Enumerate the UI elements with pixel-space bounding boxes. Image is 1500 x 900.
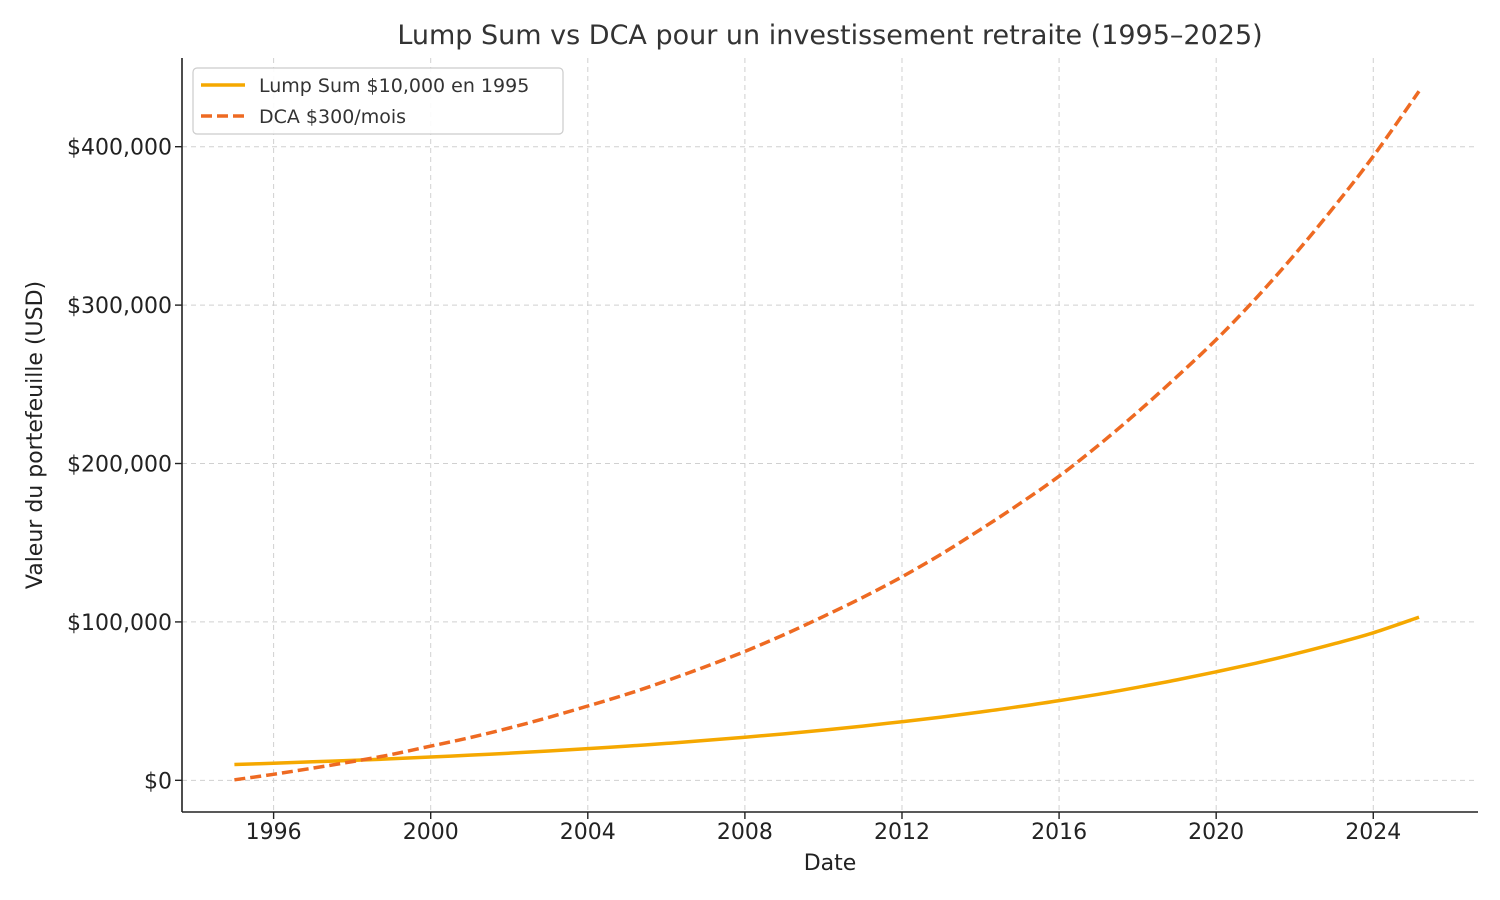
- x-tick-label: 2024: [1345, 820, 1401, 845]
- chart-title: Lump Sum vs DCA pour un investissement r…: [397, 20, 1262, 51]
- y-gridlines: [182, 146, 1478, 781]
- x-tick-label: 1996: [246, 820, 302, 845]
- legend-box: [192, 67, 564, 135]
- x-gridlines: [273, 58, 1374, 812]
- legend-label-lump-sum: Lump Sum $10,000 en 1995: [259, 75, 529, 97]
- legend-label-dca: DCA $300/mois: [259, 106, 406, 128]
- series-line-dca: [234, 90, 1421, 782]
- x-axis-label: Date: [804, 851, 857, 876]
- y-tick-label: $200,000: [67, 453, 172, 478]
- x-tick-label: 2016: [1031, 820, 1087, 845]
- x-tick-label: 2008: [717, 820, 773, 845]
- x-tick-label: 2004: [560, 820, 616, 845]
- x-tick-label: 2000: [403, 820, 459, 845]
- series-lines: [234, 90, 1421, 782]
- y-tick-label: $400,000: [67, 136, 172, 161]
- y-axis-ticks: $0 $100,000 $200,000 $300,000 $400,000: [67, 136, 182, 794]
- x-axis-ticks: 1996 2000 2004 2008 2012 2016 2020 2024: [246, 812, 1401, 845]
- y-tick-label: $300,000: [67, 294, 172, 319]
- y-tick-label: $0: [144, 769, 172, 794]
- y-tick-label: $100,000: [67, 611, 172, 636]
- series-line-lump-sum: [234, 615, 1420, 767]
- x-tick-label: 2020: [1188, 820, 1244, 845]
- legend: Lump Sum $10,000 en 1995 DCA $300/mois: [192, 67, 564, 135]
- x-tick-label: 2012: [874, 820, 930, 845]
- y-axis-label: Valeur du portefeuille (USD): [23, 281, 48, 589]
